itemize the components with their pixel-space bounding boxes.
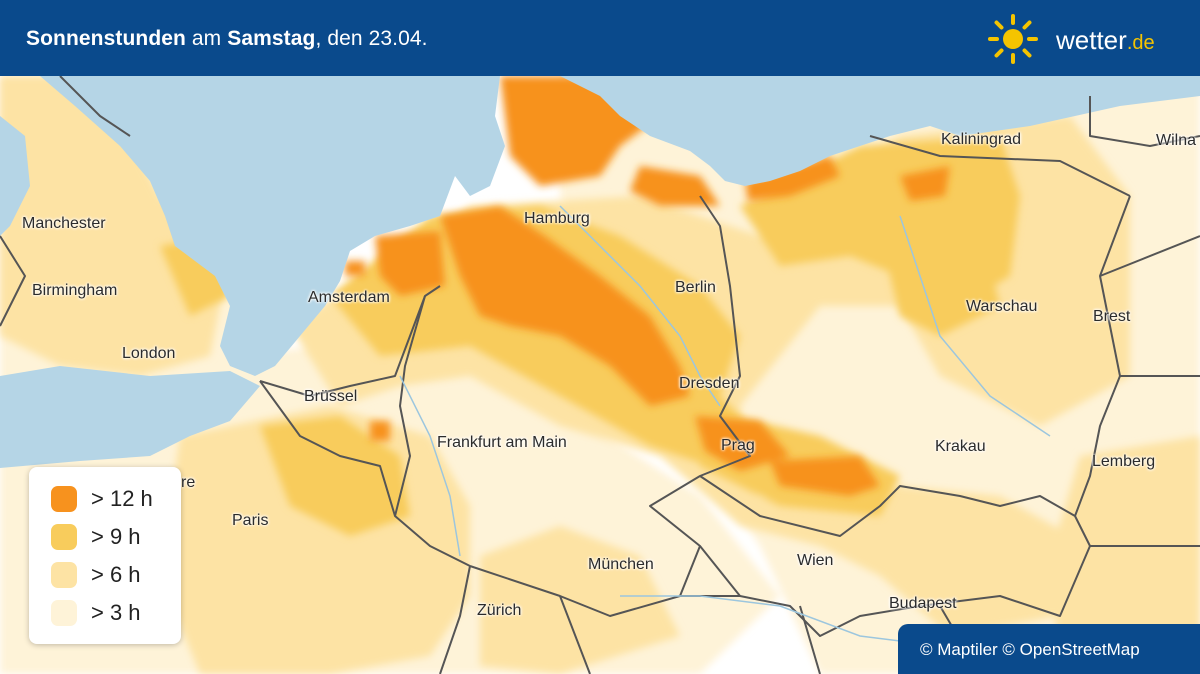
city-label-amsterdam: Amsterdam [308, 289, 390, 306]
legend-label: > 6 h [91, 562, 141, 587]
city-label-krakau: Krakau [935, 438, 986, 455]
city-label-birmingham: Birmingham [32, 282, 118, 299]
zone-gt12 [345, 76, 950, 496]
rivers [399, 205, 1051, 647]
city-label-manchester: Manchester [22, 215, 106, 232]
legend-label: > 3 h [91, 600, 141, 625]
country-borders [0, 76, 1200, 674]
city-label-partial: re [181, 474, 196, 491]
wetter-de-logo[interactable]: wetter.de [988, 14, 1188, 64]
city-label-frankfurt: Frankfurt am Main [437, 434, 567, 451]
city-label-muenchen: München [588, 556, 654, 573]
map-attribution[interactable]: © Maptiler © OpenStreetMap [898, 624, 1200, 674]
city-label-warschau: Warschau [966, 298, 1038, 315]
city-label-zuerich: Zürich [477, 602, 522, 619]
header-bar: Sonnenstunden am Samstag, den 23.04. wet… [0, 0, 1200, 76]
legend-label: > 12 h [91, 486, 153, 511]
map-legend: > 12 h > 9 h > 6 h > 3 h [29, 467, 181, 644]
city-label-dresden: Dresden [679, 375, 740, 392]
city-label-hamburg: Hamburg [524, 210, 590, 227]
city-label-lemberg: Lemberg [1092, 453, 1156, 470]
legend-swatch [51, 600, 77, 626]
water-bodies [0, 76, 1200, 468]
city-label-bruessel: Brüssel [304, 388, 358, 405]
city-label-prag: Prag [721, 437, 755, 454]
city-label-wilna: Wilna [1156, 132, 1197, 149]
city-label-budapest: Budapest [889, 595, 957, 612]
legend-swatch [51, 562, 77, 588]
city-label-brest: Brest [1093, 308, 1131, 325]
sun-icon [988, 14, 1038, 64]
city-label-london: London [122, 345, 176, 362]
legend-swatch [51, 524, 77, 550]
logo-tld: .de [1126, 32, 1155, 54]
city-label-kaliningrad: Kaliningrad [941, 131, 1022, 148]
city-label-paris: Paris [232, 512, 269, 529]
city-label-berlin: Berlin [675, 279, 716, 296]
city-label-wien: Wien [797, 552, 834, 569]
page-title: Sonnenstunden am Samstag, den 23.04. [26, 27, 428, 50]
logo-name: wetter [1056, 25, 1127, 55]
legend-label: > 9 h [91, 524, 141, 549]
legend-swatch [51, 486, 77, 512]
attribution-text: © Maptiler © OpenStreetMap [920, 640, 1140, 659]
